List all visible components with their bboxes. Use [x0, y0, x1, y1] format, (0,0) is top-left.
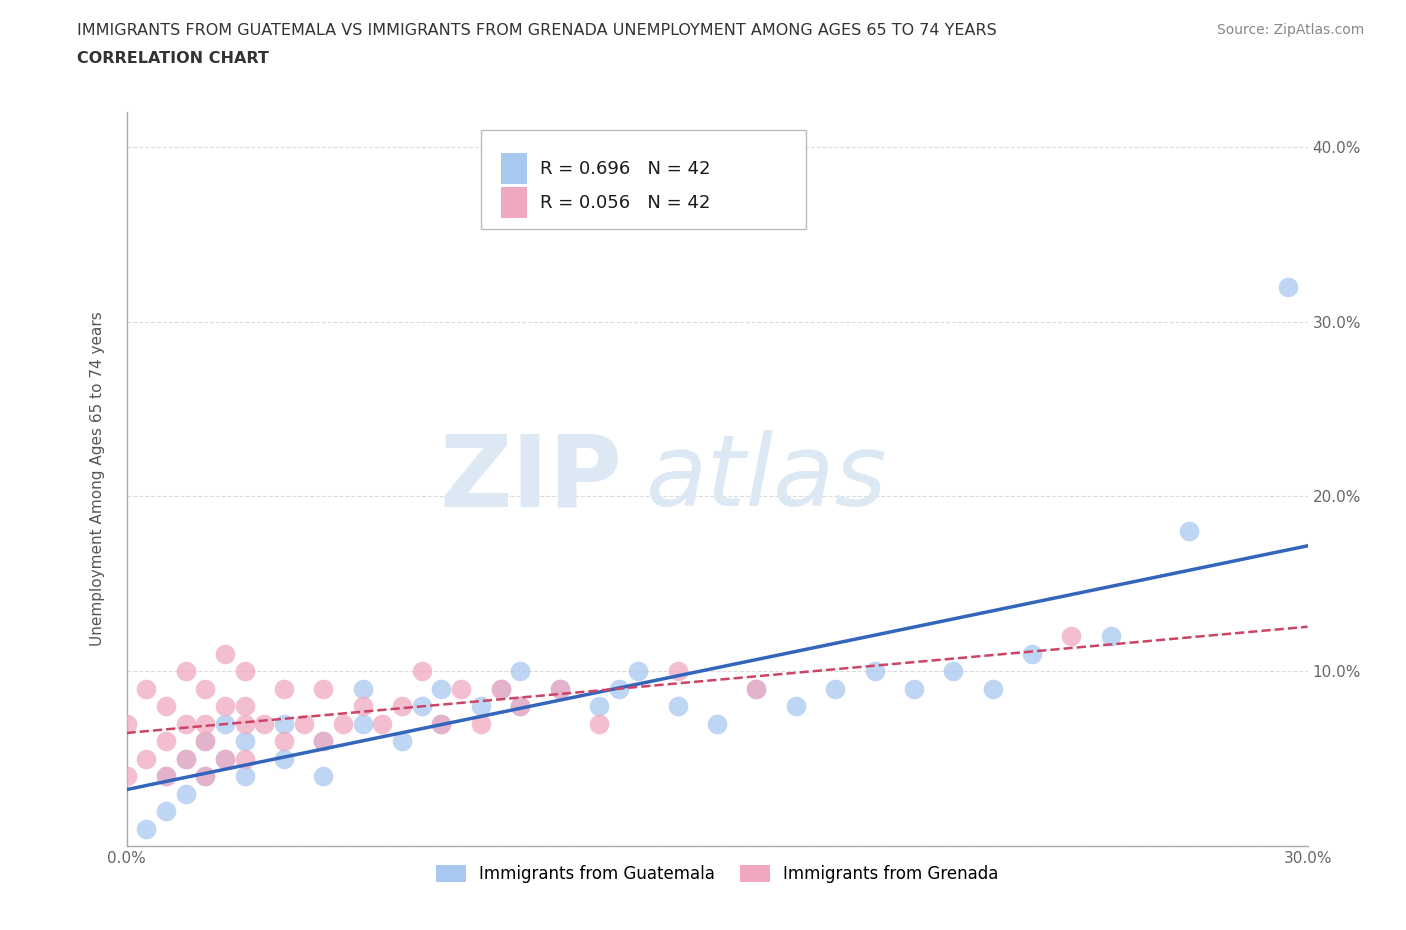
Point [155, 734, 177, 749]
Point [233, 734, 256, 749]
Point [489, 682, 512, 697]
Point [135, 682, 157, 697]
Text: atlas: atlas [647, 431, 887, 527]
Point [312, 734, 335, 749]
Point [509, 664, 531, 679]
Point [489, 682, 512, 697]
Point [273, 682, 295, 697]
Point [312, 734, 335, 749]
Y-axis label: Unemployment Among Ages 65 to 74 years: Unemployment Among Ages 65 to 74 years [90, 312, 105, 646]
Point [214, 751, 236, 766]
Point [194, 734, 217, 749]
Point [981, 682, 1004, 697]
Point [174, 751, 197, 766]
Text: R = 0.696   N = 42: R = 0.696 N = 42 [540, 160, 710, 178]
Point [430, 716, 453, 731]
Point [371, 716, 394, 731]
Point [470, 699, 492, 714]
Point [470, 716, 492, 731]
Point [706, 716, 728, 731]
Point [588, 716, 610, 731]
Point [135, 751, 157, 766]
Point [174, 716, 197, 731]
Point [509, 699, 531, 714]
Point [233, 664, 256, 679]
Point [588, 699, 610, 714]
Point [942, 664, 965, 679]
Point [411, 664, 433, 679]
Bar [501, 187, 527, 218]
Point [253, 716, 276, 731]
Point [115, 716, 138, 731]
Point [174, 751, 197, 766]
Point [509, 699, 531, 714]
Point [627, 664, 650, 679]
Point [745, 682, 768, 697]
Legend: Immigrants from Guatemala, Immigrants from Grenada: Immigrants from Guatemala, Immigrants fr… [429, 857, 1005, 889]
Point [352, 699, 374, 714]
Point [745, 682, 768, 697]
Point [1099, 629, 1122, 644]
Point [332, 716, 354, 731]
Point [233, 699, 256, 714]
Point [273, 751, 295, 766]
Text: Source: ZipAtlas.com: Source: ZipAtlas.com [1216, 23, 1364, 37]
FancyBboxPatch shape [481, 130, 806, 229]
Point [785, 699, 807, 714]
Text: IMMIGRANTS FROM GUATEMALA VS IMMIGRANTS FROM GRENADA UNEMPLOYMENT AMONG AGES 65 : IMMIGRANTS FROM GUATEMALA VS IMMIGRANTS … [77, 23, 997, 38]
Point [194, 682, 217, 697]
Point [214, 699, 236, 714]
Point [273, 734, 295, 749]
Point [194, 769, 217, 784]
Point [233, 769, 256, 784]
Point [312, 682, 335, 697]
Text: CORRELATION CHART: CORRELATION CHART [77, 51, 269, 66]
Point [233, 751, 256, 766]
Point [115, 769, 138, 784]
Text: R = 0.056   N = 42: R = 0.056 N = 42 [540, 193, 710, 211]
Point [666, 664, 689, 679]
Point [194, 734, 217, 749]
Point [824, 682, 846, 697]
Point [1060, 629, 1083, 644]
Point [1178, 524, 1201, 538]
Point [1277, 279, 1299, 294]
Text: ZIP: ZIP [440, 431, 623, 527]
Point [155, 699, 177, 714]
Point [155, 804, 177, 818]
Point [352, 716, 374, 731]
Point [194, 769, 217, 784]
Point [548, 682, 571, 697]
Point [155, 769, 177, 784]
Point [430, 682, 453, 697]
Point [174, 664, 197, 679]
Point [214, 646, 236, 661]
Point [666, 699, 689, 714]
Point [194, 716, 217, 731]
Point [292, 716, 315, 731]
Point [233, 716, 256, 731]
Point [214, 751, 236, 766]
Point [548, 682, 571, 697]
Point [450, 682, 472, 697]
Point [214, 716, 236, 731]
Bar [501, 153, 527, 184]
Point [312, 769, 335, 784]
Point [174, 787, 197, 802]
Point [391, 734, 413, 749]
Point [411, 699, 433, 714]
Point [155, 769, 177, 784]
Point [352, 682, 374, 697]
Point [903, 682, 925, 697]
Point [1021, 646, 1043, 661]
Point [273, 716, 295, 731]
Point [391, 699, 413, 714]
Point [430, 716, 453, 731]
Point [863, 664, 886, 679]
Point [607, 682, 630, 697]
Point [135, 821, 157, 836]
